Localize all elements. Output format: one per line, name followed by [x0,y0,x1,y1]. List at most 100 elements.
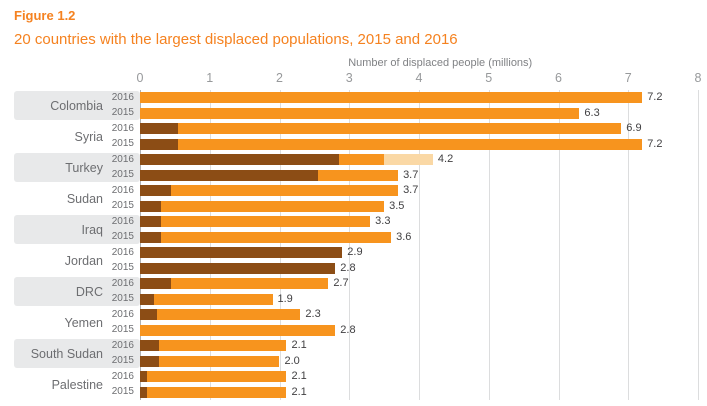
year-label-2016: 2016 [111,308,134,320]
bar-segment-dark [140,247,343,259]
bar-turkey-2016: 4.2 [140,152,698,168]
label-cell-jordan: Jordan 2016 2015 [14,245,140,276]
bar-segment-orange [146,386,287,398]
bars-yemen: 2.3 2.8 [140,307,698,338]
bar-groups: Colombia 2016 2015 7.2 6.3 Syria 2016 2015 6.9 7.… [14,90,698,400]
axis-tick-4: 4 [415,71,423,85]
label-cell-iraq: Iraq 2016 2015 [14,214,140,245]
country-group-jordan: Jordan 2016 2015 2.9 2.8 [14,245,698,276]
year-label-2015: 2015 [111,293,134,305]
row-band [14,215,140,244]
year-labels: 2016 2015 [110,152,140,183]
bar-jordan-2016: 2.9 [140,245,698,261]
value-label: 3.7 [403,184,419,197]
label-cell-syria: Syria 2016 2015 [14,121,140,152]
bar-yemen-2015: 2.8 [140,323,698,339]
bar-segment-orange [171,278,329,290]
year-label-2016: 2016 [111,184,134,196]
gridline-3 [349,90,351,400]
figure-label: Figure 1.2 [14,8,76,23]
axis-ticks: 0 1 2 3 4 5 6 7 8 [137,71,702,88]
year-label-2015: 2015 [111,262,134,274]
year-labels: 2016 2015 [110,276,140,307]
bar-iraq-2015: 3.6 [140,230,698,246]
country-label: Sudan [66,191,103,206]
gridline-7 [628,90,630,400]
value-label: 2.7 [333,277,349,290]
row-band [14,339,140,368]
gridline-2 [279,90,281,400]
year-labels: 2016 2015 [110,183,140,214]
bar-segment-dark [140,169,318,181]
country-group-iraq: Iraq 2016 2015 3.3 3.6 [14,214,698,245]
value-label: 2.0 [284,354,300,367]
bar-drc-2015: 1.9 [140,292,698,308]
country-group-turkey: Turkey 2016 2015 4.2 3.7 [14,152,698,183]
year-label-2015: 2015 [111,107,134,119]
country-label: Turkey [65,160,103,175]
value-label: 2.1 [291,370,307,383]
row-band [14,91,140,120]
bars-turkey: 4.2 3.7 [140,152,698,183]
country-group-drc: DRC 2016 2015 2.7 1.9 [14,276,698,307]
bar-segment-orange [317,169,399,181]
gridline-6 [558,90,560,400]
country-group-sudan: Sudan 2016 2015 3.7 3.5 [14,183,698,214]
bar-segment-dark [140,154,339,166]
bar-segment-orange [140,107,580,119]
year-label-2015: 2015 [111,169,134,181]
bar-segment-dark [140,200,161,212]
bar-south-sudan-2015: 2.0 [140,354,698,370]
axis-tick-7: 7 [624,71,632,85]
gridline-4 [419,90,420,400]
bar-segment-orange [160,200,385,212]
year-label-2015: 2015 [111,386,134,398]
country-group-syria: Syria 2016 2015 6.9 7.2 [14,121,698,152]
value-label: 3.3 [375,215,391,228]
bars-drc: 2.7 1.9 [140,276,698,307]
bar-segment-dark [140,185,172,197]
year-label-2016: 2016 [111,246,134,258]
figure-title: 20 countries with the largest displaced … [14,31,458,48]
bar-colombia-2016: 7.2 [140,90,698,106]
bar-segment-dark [140,278,172,290]
bar-iraq-2016: 3.3 [140,214,698,230]
value-label: 3.5 [389,199,405,212]
bar-segment-orange [160,216,371,228]
year-labels: 2016 2015 [110,90,140,121]
year-label-2016: 2016 [111,215,134,227]
axis-header: Number of displaced people (millions) 0 1… [137,56,702,90]
year-label-2016: 2016 [111,370,134,382]
row-band [14,153,140,182]
axis-tick-3: 3 [345,71,353,85]
bars-iraq: 3.3 3.6 [140,214,698,245]
label-cell-drc: DRC 2016 2015 [14,276,140,307]
label-cell-colombia: Colombia 2016 2015 [14,90,140,121]
year-label-2015: 2015 [111,138,134,150]
axis-tick-5: 5 [485,71,493,85]
bar-segment-dark [140,355,159,367]
year-label-2016: 2016 [111,153,134,165]
bar-segment-orange [178,138,643,150]
value-label: 2.8 [340,323,356,336]
gridline-8 [698,90,699,400]
bar-syria-2015: 7.2 [140,137,698,153]
bar-segment-orange [146,371,287,383]
bar-sudan-2015: 3.5 [140,199,698,215]
bar-jordan-2015: 2.8 [140,261,698,277]
label-cell-palestine: Palestine 2016 2015 [14,369,140,400]
bar-segment-pale [384,154,433,166]
year-label-2015: 2015 [111,231,134,243]
axis-tick-6: 6 [555,71,562,85]
bars-jordan: 2.9 2.8 [140,245,698,276]
bar-turkey-2015: 3.7 [140,168,698,184]
year-label-2015: 2015 [111,200,134,212]
year-labels: 2016 2015 [110,214,140,245]
bar-segment-dark [140,386,147,398]
value-label: 7.2 [647,137,663,150]
bar-segment-dark [140,371,147,383]
bar-palestine-2015: 2.1 [140,385,698,401]
value-label: 3.7 [403,168,419,181]
country-label: Syria [74,129,103,144]
label-cell-yemen: Yemen 2016 2015 [14,307,140,338]
